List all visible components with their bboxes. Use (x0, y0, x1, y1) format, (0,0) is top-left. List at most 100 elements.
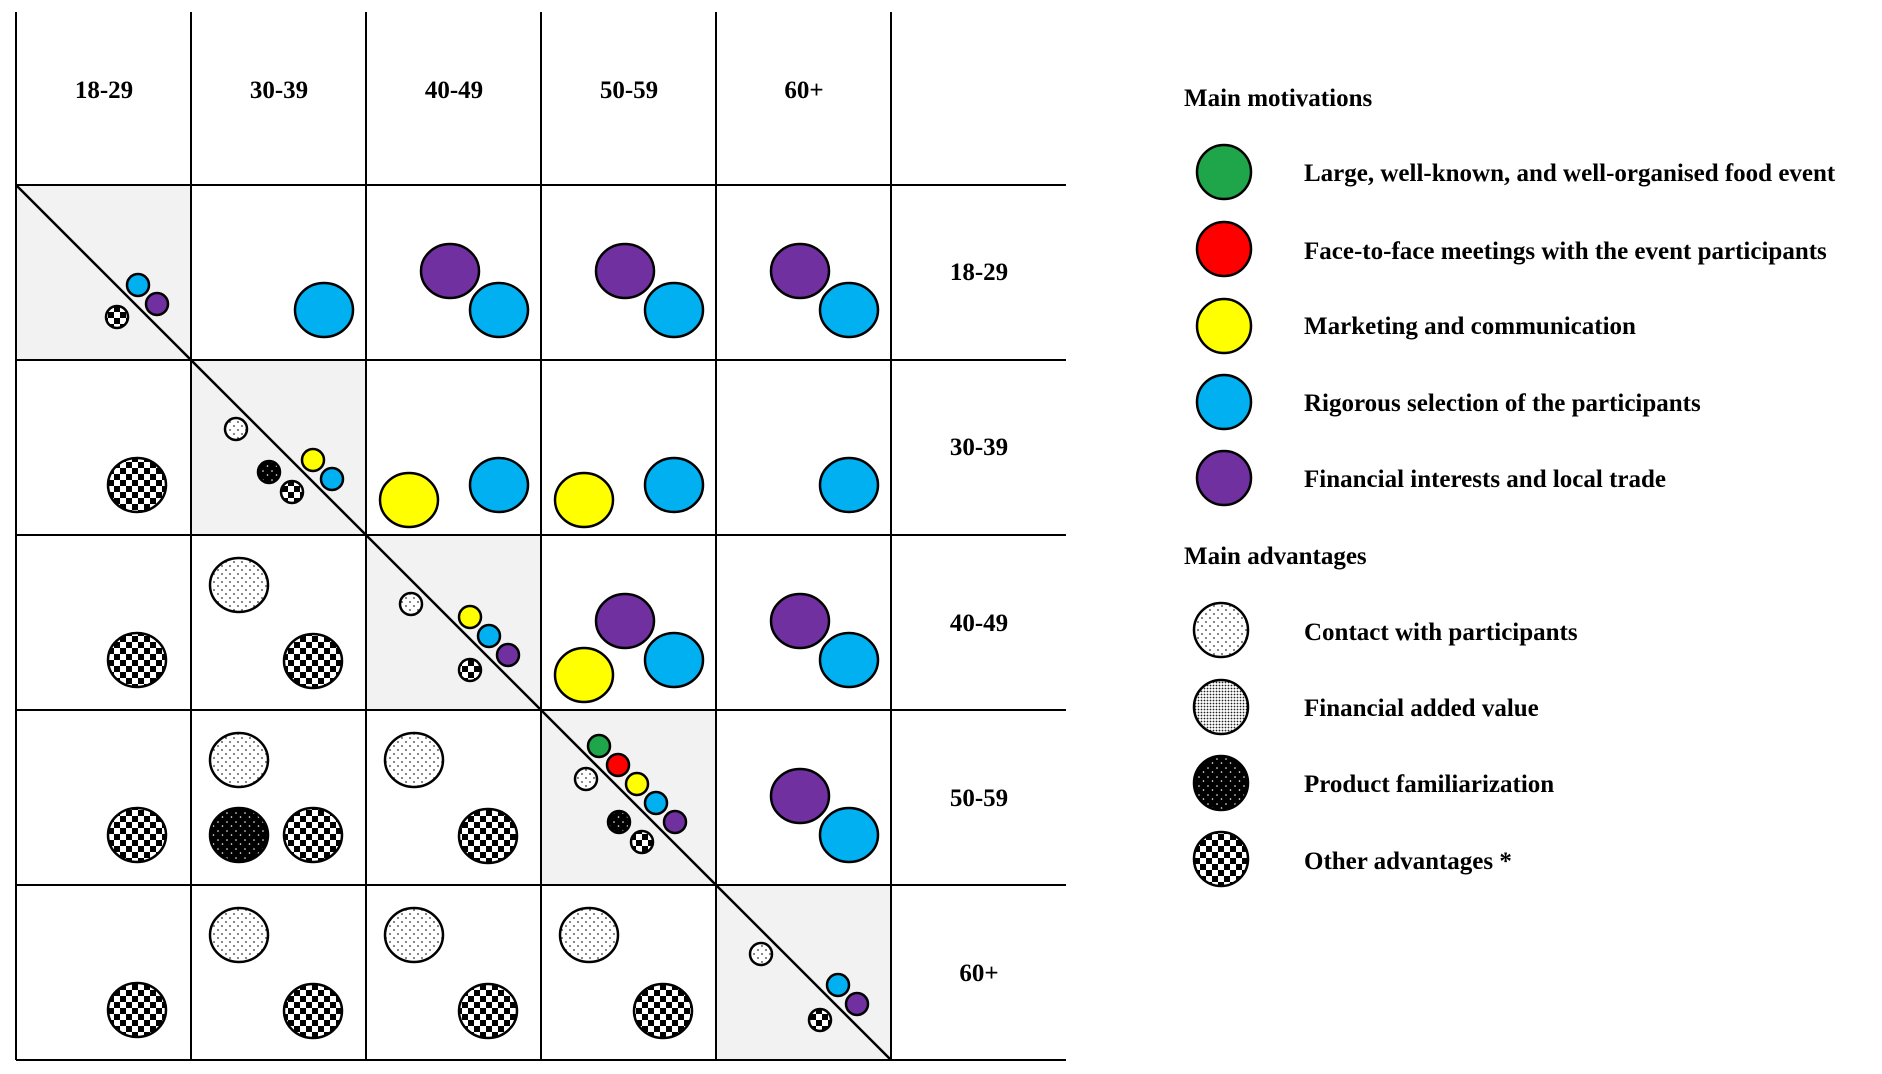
legend-advantage-familiarization: Product familiarization (1192, 754, 1554, 812)
motivation-marker-financial (495, 642, 521, 668)
advantage-marker-contact (208, 906, 270, 964)
motivation-marker-marketing (553, 646, 615, 704)
matrix-grid (15, 12, 1066, 1061)
row-header-60plus: 60+ (959, 960, 998, 987)
advantage-marker-other (282, 806, 344, 864)
advantage-marker-contact (573, 766, 599, 792)
advantage-marker-contact (558, 906, 620, 964)
legend-label-financial: Financial interests and local trade (1304, 466, 1666, 493)
motivation-marker-marketing (457, 604, 483, 630)
legend-motivation-marketing: Marketing and communication (1195, 297, 1636, 355)
matrix-markers (104, 242, 880, 1040)
advantage-marker-other (457, 982, 519, 1040)
legend-swatch-contact (1192, 601, 1250, 659)
advantage-marker-other (632, 982, 694, 1040)
column-header-18-29: 18-29 (75, 77, 133, 104)
advantage-marker-contact (748, 941, 774, 967)
legend-label-event: Large, well-known, and well-organised fo… (1304, 160, 1836, 187)
motivation-marker-selection (643, 790, 669, 816)
motivation-marker-selection (476, 623, 502, 649)
advantage-marker-contact (383, 906, 445, 964)
legend-advantage-other: Other advantages * (1192, 830, 1512, 888)
legend-swatch-meetings (1195, 220, 1253, 278)
motivation-marker-selection (825, 972, 851, 998)
motivation-marker-selection (643, 456, 705, 514)
row-header-18-29: 18-29 (950, 259, 1008, 286)
legend-advantage-added-value: Financial added value (1192, 678, 1539, 736)
motivation-marker-financial (769, 592, 831, 650)
column-header-60plus: 60+ (784, 77, 823, 104)
row-header-30-39: 30-39 (950, 434, 1008, 461)
motivation-marker-financial (769, 767, 831, 825)
advantage-marker-other (106, 806, 168, 864)
legend-swatch-financial (1195, 449, 1253, 507)
motivation-marker-marketing (378, 471, 440, 529)
advantage-marker-other (282, 632, 344, 690)
advantage-marker-other (106, 456, 168, 514)
advantage-marker-contact (398, 591, 424, 617)
row-header-40-49: 40-49 (950, 610, 1008, 637)
legend-swatch-familiarization (1192, 754, 1250, 812)
motivation-marker-selection (818, 806, 880, 864)
motivation-marker-meetings (605, 752, 631, 778)
motivation-marker-selection (818, 631, 880, 689)
motivation-marker-selection (818, 281, 880, 339)
motivation-marker-financial (662, 809, 688, 835)
legend-motivation-event: Large, well-known, and well-organised fo… (1195, 143, 1836, 201)
column-header-30-39: 30-39 (250, 77, 308, 104)
motivation-marker-selection (643, 631, 705, 689)
advantage-marker-contact (208, 556, 270, 614)
advantage-marker-familiarization (256, 459, 282, 485)
legend-motivation-meetings: Face-to-face meetings with the event par… (1195, 220, 1827, 278)
motivation-marker-financial (144, 291, 170, 317)
advantage-marker-other (457, 657, 483, 683)
legend-label-contact: Contact with participants (1304, 619, 1578, 646)
legend-motivation-financial: Financial interests and local trade (1195, 449, 1666, 507)
motivation-marker-selection (643, 281, 705, 339)
column-header-50-59: 50-59 (600, 77, 658, 104)
advantage-marker-other (106, 981, 168, 1039)
motivation-marker-event (586, 733, 612, 759)
motivation-marker-marketing (553, 471, 615, 529)
legend-swatch-marketing (1195, 297, 1253, 355)
advantage-marker-contact (208, 731, 270, 789)
advantage-marker-other (457, 807, 519, 865)
legend-label-familiarization: Product familiarization (1304, 771, 1554, 798)
motivation-marker-selection (468, 456, 530, 514)
motivation-marker-financial (594, 242, 656, 300)
matrix-diagonal-line (15, 184, 892, 1061)
motivation-marker-selection (125, 272, 151, 298)
motivation-marker-selection (818, 456, 880, 514)
advantage-marker-contact (223, 416, 249, 442)
motivation-marker-selection (468, 281, 530, 339)
motivation-marker-selection (319, 466, 345, 492)
legend-advantage-contact: Contact with participants (1192, 601, 1578, 659)
legend-swatch-other (1192, 830, 1250, 888)
legend-label-marketing: Marketing and communication (1304, 313, 1636, 340)
advantage-marker-other (104, 304, 130, 330)
motivation-marker-financial (419, 242, 481, 300)
legend-swatch-event (1195, 143, 1253, 201)
motivation-marker-financial (844, 991, 870, 1017)
advantage-marker-other (106, 631, 168, 689)
legend-swatch-selection (1195, 373, 1253, 431)
column-header-40-49: 40-49 (425, 77, 483, 104)
legend-label-other: Other advantages * (1304, 848, 1512, 875)
advantage-marker-other (629, 829, 655, 855)
legend-label-selection: Rigorous selection of the participants (1304, 390, 1701, 417)
motivation-marker-financial (769, 242, 831, 300)
advantage-marker-other (282, 982, 344, 1040)
legend-advantages-title: Main advantages (1184, 543, 1367, 570)
motivation-marker-marketing (300, 447, 326, 473)
row-header-50-59: 50-59 (950, 785, 1008, 812)
advantage-marker-other (279, 479, 305, 505)
advantage-marker-contact (383, 731, 445, 789)
legend-swatch-added-value (1192, 678, 1250, 736)
advantage-marker-familiarization (606, 809, 632, 835)
advantage-marker-familiarization (208, 806, 270, 864)
motivation-marker-selection (293, 281, 355, 339)
motivation-marker-marketing (624, 771, 650, 797)
motivation-marker-financial (594, 592, 656, 650)
legend-motivations-title: Main motivations (1184, 85, 1372, 112)
